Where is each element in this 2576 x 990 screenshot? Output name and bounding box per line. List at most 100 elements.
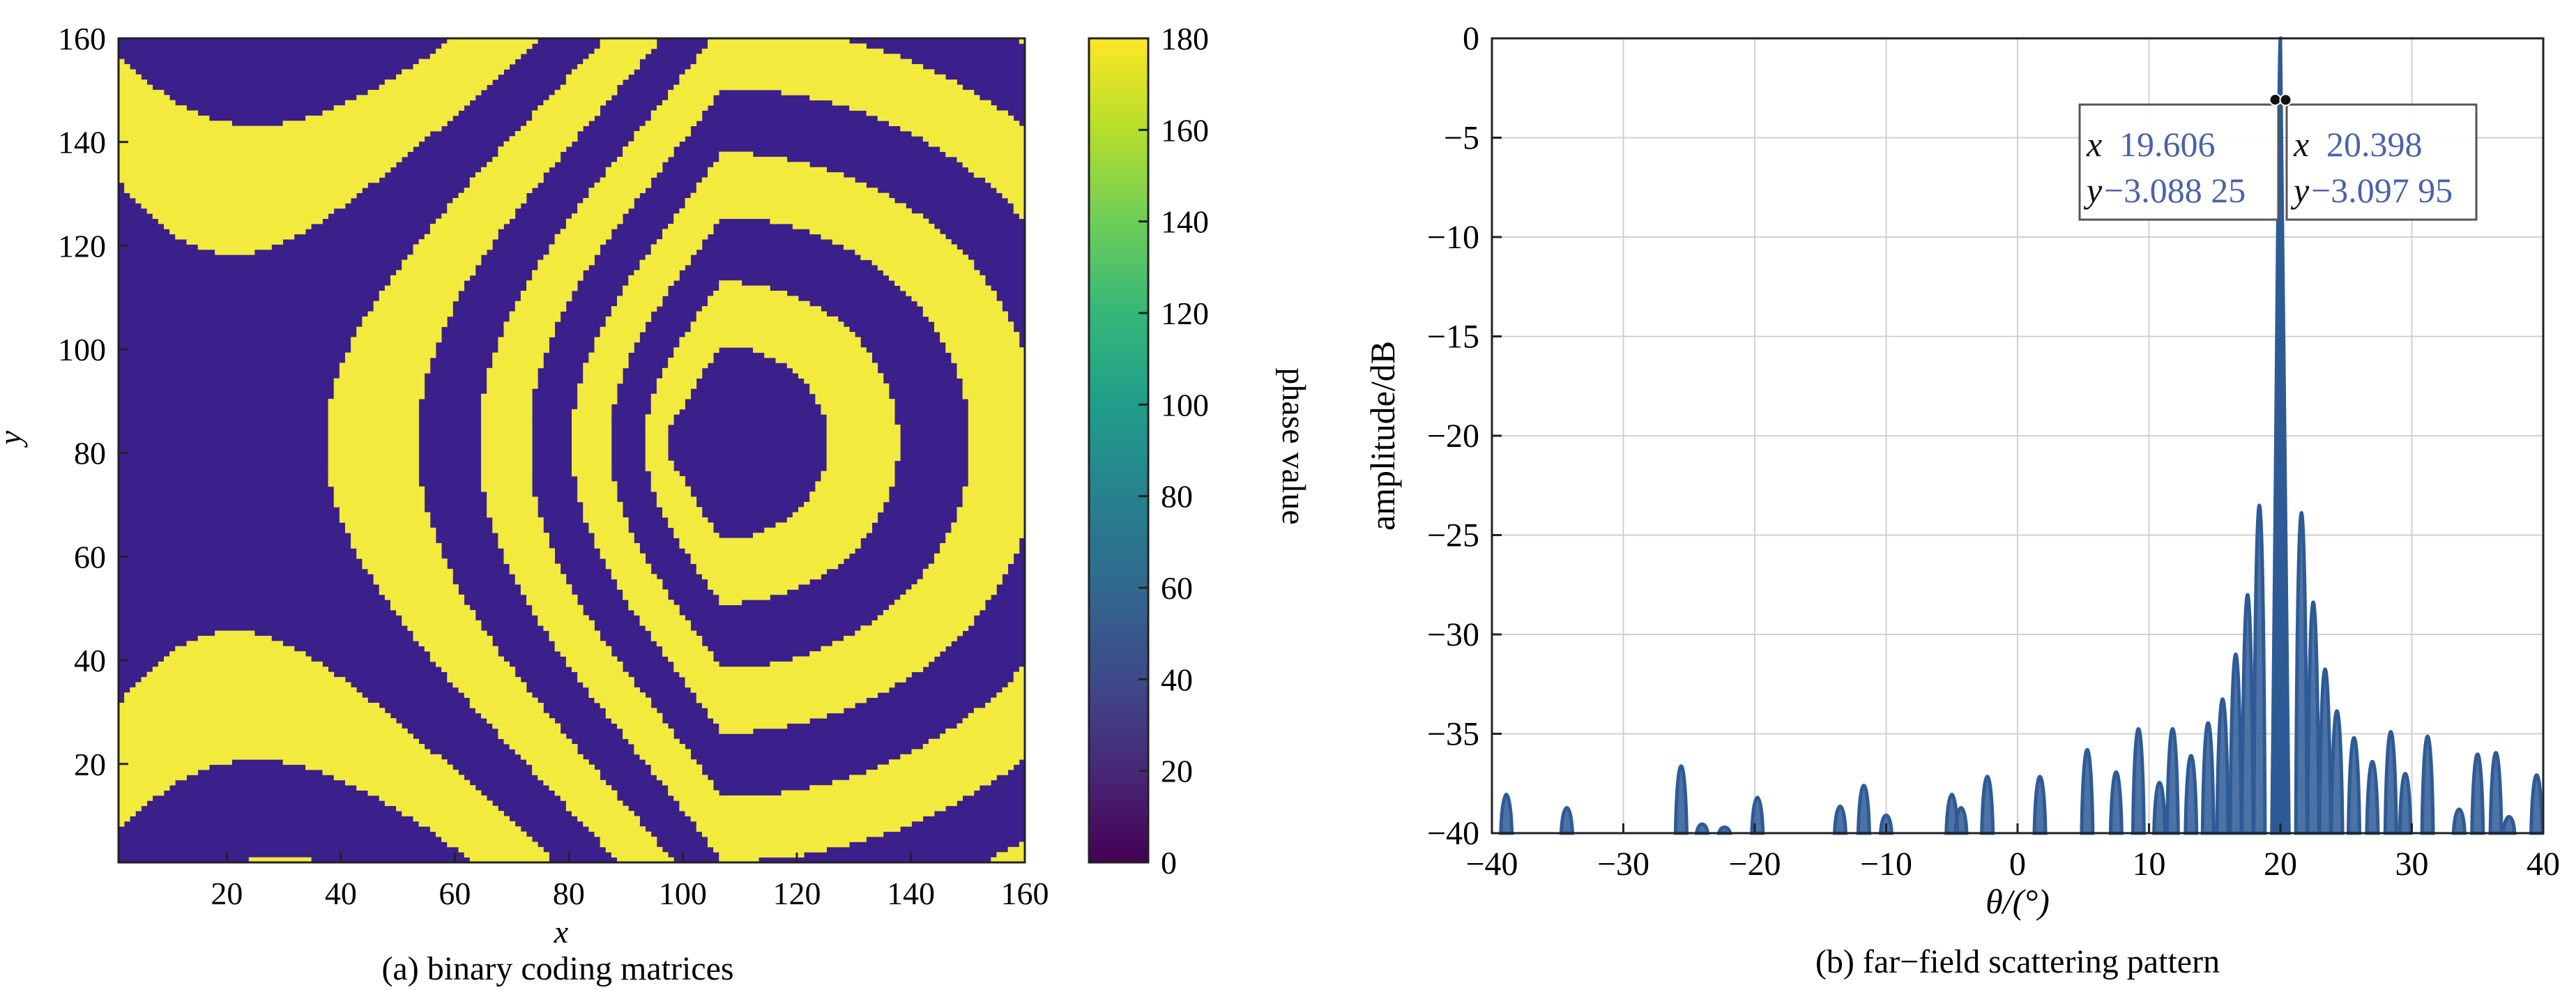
heatmap-cell-run [526,280,578,286]
heatmap-cell-run [809,496,890,503]
plot-y-label: amplitude/dB [1363,341,1402,531]
heatmap-cell-run [333,501,425,508]
heatmap-cell-run [583,507,623,513]
heatmap-cell-run [877,115,1014,121]
heatmap-cell-run [605,713,663,719]
heatmap-cell-run [481,393,533,399]
heatmap-cell-run [498,533,549,538]
heatmap-cell-run [379,584,459,590]
heatmap-cell-run [668,223,714,229]
heatmap-cell-run [565,805,629,812]
heatmap-cell-run [600,326,646,333]
heatmap-cell-run [679,342,861,348]
heatmap-cell-run [871,259,975,266]
heatmap-cell-run [662,779,714,786]
heatmap-cell-run [815,486,890,492]
heatmap-cell-run [390,275,471,281]
heatmap-cell-run [600,842,657,848]
heatmap-cell-run [339,517,431,523]
colorbar-tick-label: 120 [1161,296,1209,331]
heatmap-cell-run [503,321,556,328]
heatmap-cell-run [957,367,1026,374]
heatmap-cell-run [577,677,634,683]
side-lobe [2294,510,2309,835]
heatmap-cell-run [1013,677,1026,683]
data-tip-marker[interactable] [2269,93,2282,107]
plot-y-tick-label: −35 [1427,716,1479,753]
heatmap-cell-run [481,481,533,487]
heatmap-cell-run [696,54,901,59]
heatmap-cell-run [600,548,640,554]
heatmap-cell-run [119,795,153,801]
heatmap-cell-run [973,172,1026,178]
heatmap-cell-run [503,548,556,554]
heatmap-cell-run [481,455,533,462]
data-tip-right-y-value: −3.097 95 [2311,171,2453,210]
heatmap-cell-run [565,74,629,80]
side-lobe [2420,734,2435,835]
heatmap-cell-run [549,785,612,791]
heatmap-cell-run [588,522,629,528]
heatmap-cell-run [889,759,1020,766]
heatmap-cell-run [611,306,657,312]
heatmap-cell-run [543,100,607,106]
data-tip-left[interactable]: x 19.606 y −3.088 25 [2078,103,2280,221]
heatmap-cell-run [957,156,1026,162]
heatmap-cell-run [146,671,335,678]
heatmap-cell-run [333,492,425,497]
heatmap-cell-run [804,378,884,384]
heatmap-cell-run [708,167,828,173]
heatmap-cell-run [928,316,1009,322]
heatmap-cell-run [356,332,442,337]
heatmap-cell-run [668,790,719,796]
heatmap-cell-run [379,795,487,801]
heatmap-cell-run [577,671,629,678]
heatmap-cell-run [469,857,549,863]
heatmap-cell-run [594,542,640,549]
heatmap-cell-run [384,79,493,85]
heatmap-cell-run [362,563,448,570]
heatmap-cell-run [855,630,963,637]
heatmap-cell-run [821,409,895,415]
heatmap-cell-run [520,290,572,296]
heatmap-cell-run [130,192,357,199]
heatmap-cell-run [469,697,538,703]
heatmap-cell-run [645,121,697,126]
heatmap-cell-run [429,223,504,229]
heatmap-cell-run [656,383,697,389]
heatmap-cell-run [119,713,391,719]
heatmap-cell-run [685,332,855,337]
side-lobe [1832,805,1848,835]
heatmap-cell-run [197,244,272,250]
heatmap-cell-run [333,388,425,395]
heatmap-cell-run [328,445,420,451]
heatmap-cell-run [572,471,612,477]
heatmap-cell-run [934,326,1014,333]
data-tip-right[interactable]: x 20.398 y −3.097 95 [2285,103,2478,221]
heatmap-cell-run [169,229,306,235]
heatmap-cell-run [685,677,906,683]
heatmap-cell-run [345,779,471,786]
data-tip-marker[interactable] [2279,93,2292,107]
heatmap-cell-run [940,542,1020,549]
heatmap-cell-run [650,471,680,477]
heatmap-cell-run [922,306,1003,312]
heatmap-cell-run [447,208,516,214]
heatmap-cell-run [617,584,663,590]
heatmap-cell-run [594,342,634,348]
heatmap-cell-run [396,610,476,616]
side-lobe [2131,727,2146,835]
colorbar-ticks: 0 20 40 60 80 100 120 140 160 180 [1138,21,1209,881]
heatmap-cell-run [594,831,652,837]
heatmap-x-tick-label: 20 [211,876,243,911]
heatmap-cell-run [668,89,719,96]
heatmap-cell-run [957,507,1026,513]
data-tip-right-x-label: x [2293,125,2309,164]
side-lobe [2317,667,2333,835]
heatmap-cell-run [594,337,640,343]
heatmap-cell-run [328,450,420,456]
heatmap-cell-run [509,316,561,322]
heatmap-cell-run [119,105,187,111]
side-lobe [2398,772,2413,835]
heatmap-cell-run [351,533,436,538]
